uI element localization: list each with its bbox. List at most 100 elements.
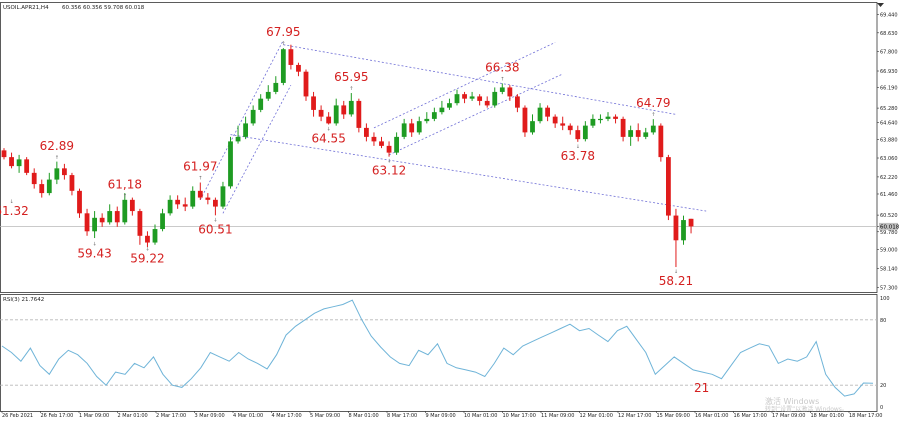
time-tick-label: 16 Mar 17:00 [734,413,767,419]
candle-body [409,123,415,133]
price-tick-label: 62.220 [880,175,898,181]
candle-body [326,116,332,124]
time-tick-label: 12 Mar 01:00 [580,413,613,419]
candle-body [424,118,430,122]
candle-body [620,118,626,137]
candle-body [243,123,248,137]
price-label: 63.78 [561,149,595,163]
current-price-label: 60.018 [880,225,900,231]
fractal-marker: ↑ [651,112,655,118]
candle-body [613,116,618,119]
candle-body [1,150,7,158]
price-tick-label: 64.640 [880,120,898,126]
price-tick-label: 63.880 [880,138,898,144]
trendlines[interactable] [199,40,707,214]
fractal-marker: ↓ [145,246,149,252]
candle-body [379,141,384,146]
time-tick-label: 11 Mar 09:00 [541,413,574,419]
candle-body [62,168,67,176]
rsi-value-label: 21 [694,381,709,395]
candle-body [469,96,475,99]
price-label: 61.97 [183,160,217,174]
time-tick-label: 3 Mar 09:00 [195,413,225,419]
fractal-marker: ↑ [281,41,285,47]
time-tick-label: 8 Mar 17:00 [387,413,417,419]
time-tick-label: 26 Feb 2021 [2,413,33,419]
fractal-marker: ↑ [55,155,59,161]
trendline[interactable] [222,84,292,214]
time-tick-label: 18 Mar 01:00 [811,413,844,419]
candle-body [129,199,135,212]
candle-body [250,109,256,124]
fractal-marker: ↑ [349,86,353,92]
panel-collapse-icon[interactable] [877,3,884,7]
candle-body [439,107,445,113]
candle-body [477,96,483,101]
candle-body [99,217,105,223]
panel-frames [0,2,878,412]
candle-body [401,123,407,137]
candle-body [356,100,362,128]
trendline[interactable] [230,134,707,212]
candle-body [658,125,664,158]
fractal-marker: ↓ [327,127,331,133]
price-label: 66.38 [485,60,519,74]
candle-body [167,199,173,214]
price-tick-label: 57.300 [880,286,898,292]
time-tick-label: 4 Mar 01:00 [233,413,263,419]
price-tick-label: 59.000 [880,247,898,253]
candle-body [341,105,347,115]
candle-body [16,159,22,167]
time-axis[interactable]: 26 Feb 2021 26 Feb 17:00 1 Mar 09:00 2 Mar … [1,411,882,419]
price-label: 64.55 [311,132,345,146]
ohlc-header: 60.356 60.356 59.708 60.018 [62,5,145,11]
price-label: 63.12 [372,164,406,178]
price-axis[interactable]: 69.440 68.630 67.800 66.930 66.190 65.280 64.6… [877,13,900,292]
candle-body [575,130,581,140]
time-tick-label: 9 Mar 09:00 [426,413,456,419]
rsi-line [1,299,874,397]
candle-body [205,197,211,200]
candle-body [258,98,264,110]
candle-body [515,96,520,108]
current-price-box [879,222,898,230]
time-tick-label: 17 Mar 09:00 [772,413,805,419]
time-tick-label: 10 Mar 01:00 [464,413,497,419]
time-tick-label: 4 Mar 17:00 [272,413,302,419]
time-tick-label: 18 Mar 17:00 [849,413,882,419]
fractal-marker: ↑ [500,76,504,82]
watermark-title: 激活 Windows [765,397,820,406]
candle-body [560,123,566,126]
candle-body [220,186,226,207]
candle-body [537,107,543,122]
candle-body [454,94,460,104]
time-tick-label: 5 Mar 09:00 [310,413,340,419]
price-tick-label: 63.060 [880,156,898,162]
candle-body [280,49,286,83]
trendline[interactable] [199,40,284,201]
rsi-tick-label: 0 [880,405,883,411]
candle-body [416,121,422,133]
candle-body [628,130,634,137]
price-label: 59.22 [130,251,164,265]
candle-body [666,157,671,216]
trendline[interactable] [283,44,677,115]
time-tick-label: 2 Mar 01:00 [118,413,148,419]
candle-body [688,218,694,227]
time-tick-label: 8 Mar 01:00 [349,413,379,419]
rsi-panel-frame [0,294,878,412]
candle-body [273,82,279,92]
candle-body [673,215,679,241]
candle-body [499,87,505,92]
candle-body [296,64,301,72]
trendline[interactable] [373,42,556,129]
candle-body [152,229,158,243]
watermark-subtitle: 转到“设置”以激活 Windows。 [765,406,848,413]
price-tick-label: 69.440 [880,13,898,19]
candle-body [447,103,452,108]
time-tick-label: 26 Feb 17:00 [41,413,74,419]
price-label: 64.79 [636,96,670,110]
